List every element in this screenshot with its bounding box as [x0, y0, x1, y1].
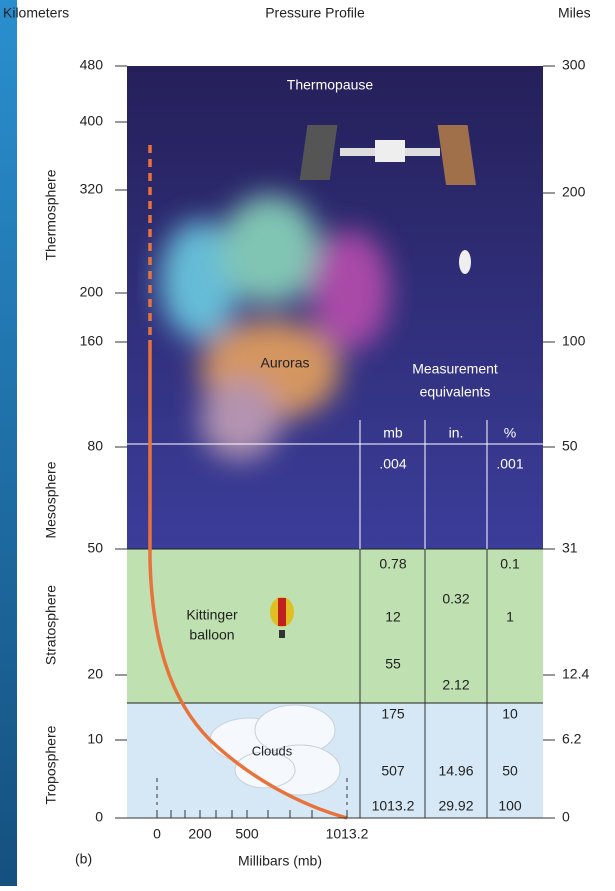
cloud: [209, 704, 341, 796]
astronaut: [459, 250, 471, 274]
table-cell: 2.12: [442, 677, 469, 693]
y2-tick-label: 31: [562, 540, 578, 556]
table-cell: 1: [506, 609, 514, 625]
table-cell: 14.96: [438, 763, 473, 779]
thermopause: Thermopause: [287, 77, 374, 93]
y-tick-label: 160: [80, 333, 104, 349]
table-cell: 55: [385, 656, 401, 672]
table-cell: 50: [502, 763, 518, 779]
table-cell: 10: [502, 706, 518, 722]
y-tick-label: 400: [80, 113, 104, 129]
clouds-label: Clouds: [252, 743, 293, 758]
balloon: [270, 597, 294, 638]
y-tick-label: 20: [87, 666, 103, 682]
layer-label: Troposphere: [43, 725, 59, 804]
x-tick-label: 0: [153, 826, 161, 842]
x-tick-label: 1013.2: [326, 826, 369, 842]
table-cell: 0.1: [500, 556, 520, 572]
panel-label: (b): [75, 851, 92, 867]
table-header: %: [504, 425, 516, 441]
table-cell: 0.78: [379, 556, 406, 572]
y2-tick-label: 300: [562, 57, 586, 73]
balloon-label: balloon: [189, 627, 234, 643]
aurora: [160, 195, 390, 460]
table-cell: 1013.2: [372, 798, 415, 814]
layer-label: Thermosphere: [43, 169, 59, 260]
balloon-label: Kittinger: [186, 607, 238, 623]
side-strip: [0, 0, 17, 886]
y2-tick-label: 50: [562, 438, 578, 454]
table-cell: .001: [496, 456, 523, 472]
y-tick-label: 0: [95, 809, 103, 825]
table-grid-lower: [359, 549, 488, 818]
x-tick-label: 500: [235, 826, 259, 842]
layer-label: Mesosphere: [43, 461, 59, 538]
title: Pressure Profile: [265, 5, 365, 21]
y2-tick-label: 6.2: [562, 731, 582, 747]
table-cell: .004: [379, 456, 406, 472]
table-header: mb: [383, 425, 403, 441]
y-tick-label: 320: [80, 181, 104, 197]
x-axis-label: Millibars (mb): [238, 853, 322, 869]
y-tick-label: 50: [87, 540, 103, 556]
y2-tick-label: 200: [562, 184, 586, 200]
table-cell: 29.92: [438, 798, 473, 814]
x-tick-label: 200: [188, 826, 212, 842]
y-tick-label: 480: [80, 57, 104, 73]
table-header: in.: [449, 425, 464, 441]
y-tick-label: 200: [80, 284, 104, 300]
table-cell: 12: [385, 609, 401, 625]
table-cell: 507: [381, 763, 405, 779]
y2-tick-label: 0: [562, 809, 570, 825]
layer-label: Stratosphere: [43, 585, 59, 665]
x-minor-ticks: [156, 810, 348, 818]
table-cell: 175: [381, 706, 405, 722]
measurement: Measurement: [412, 361, 498, 377]
y-tick-label: 10: [87, 731, 103, 747]
right-unit: Miles: [558, 5, 591, 21]
table-cell: 100: [498, 798, 522, 814]
y2-tick-label: 100: [562, 333, 586, 349]
space-station: [299, 125, 477, 185]
left-unit: Kilometers: [3, 5, 69, 21]
measurement: equivalents: [420, 384, 491, 400]
y2-tick-label: 12.4: [562, 666, 589, 682]
table-cell: 0.32: [442, 591, 469, 607]
y-tick-label: 80: [87, 438, 103, 454]
auroras: Auroras: [260, 355, 309, 371]
pressure-curve: [148, 340, 348, 820]
stratosphere-band: [127, 549, 543, 703]
